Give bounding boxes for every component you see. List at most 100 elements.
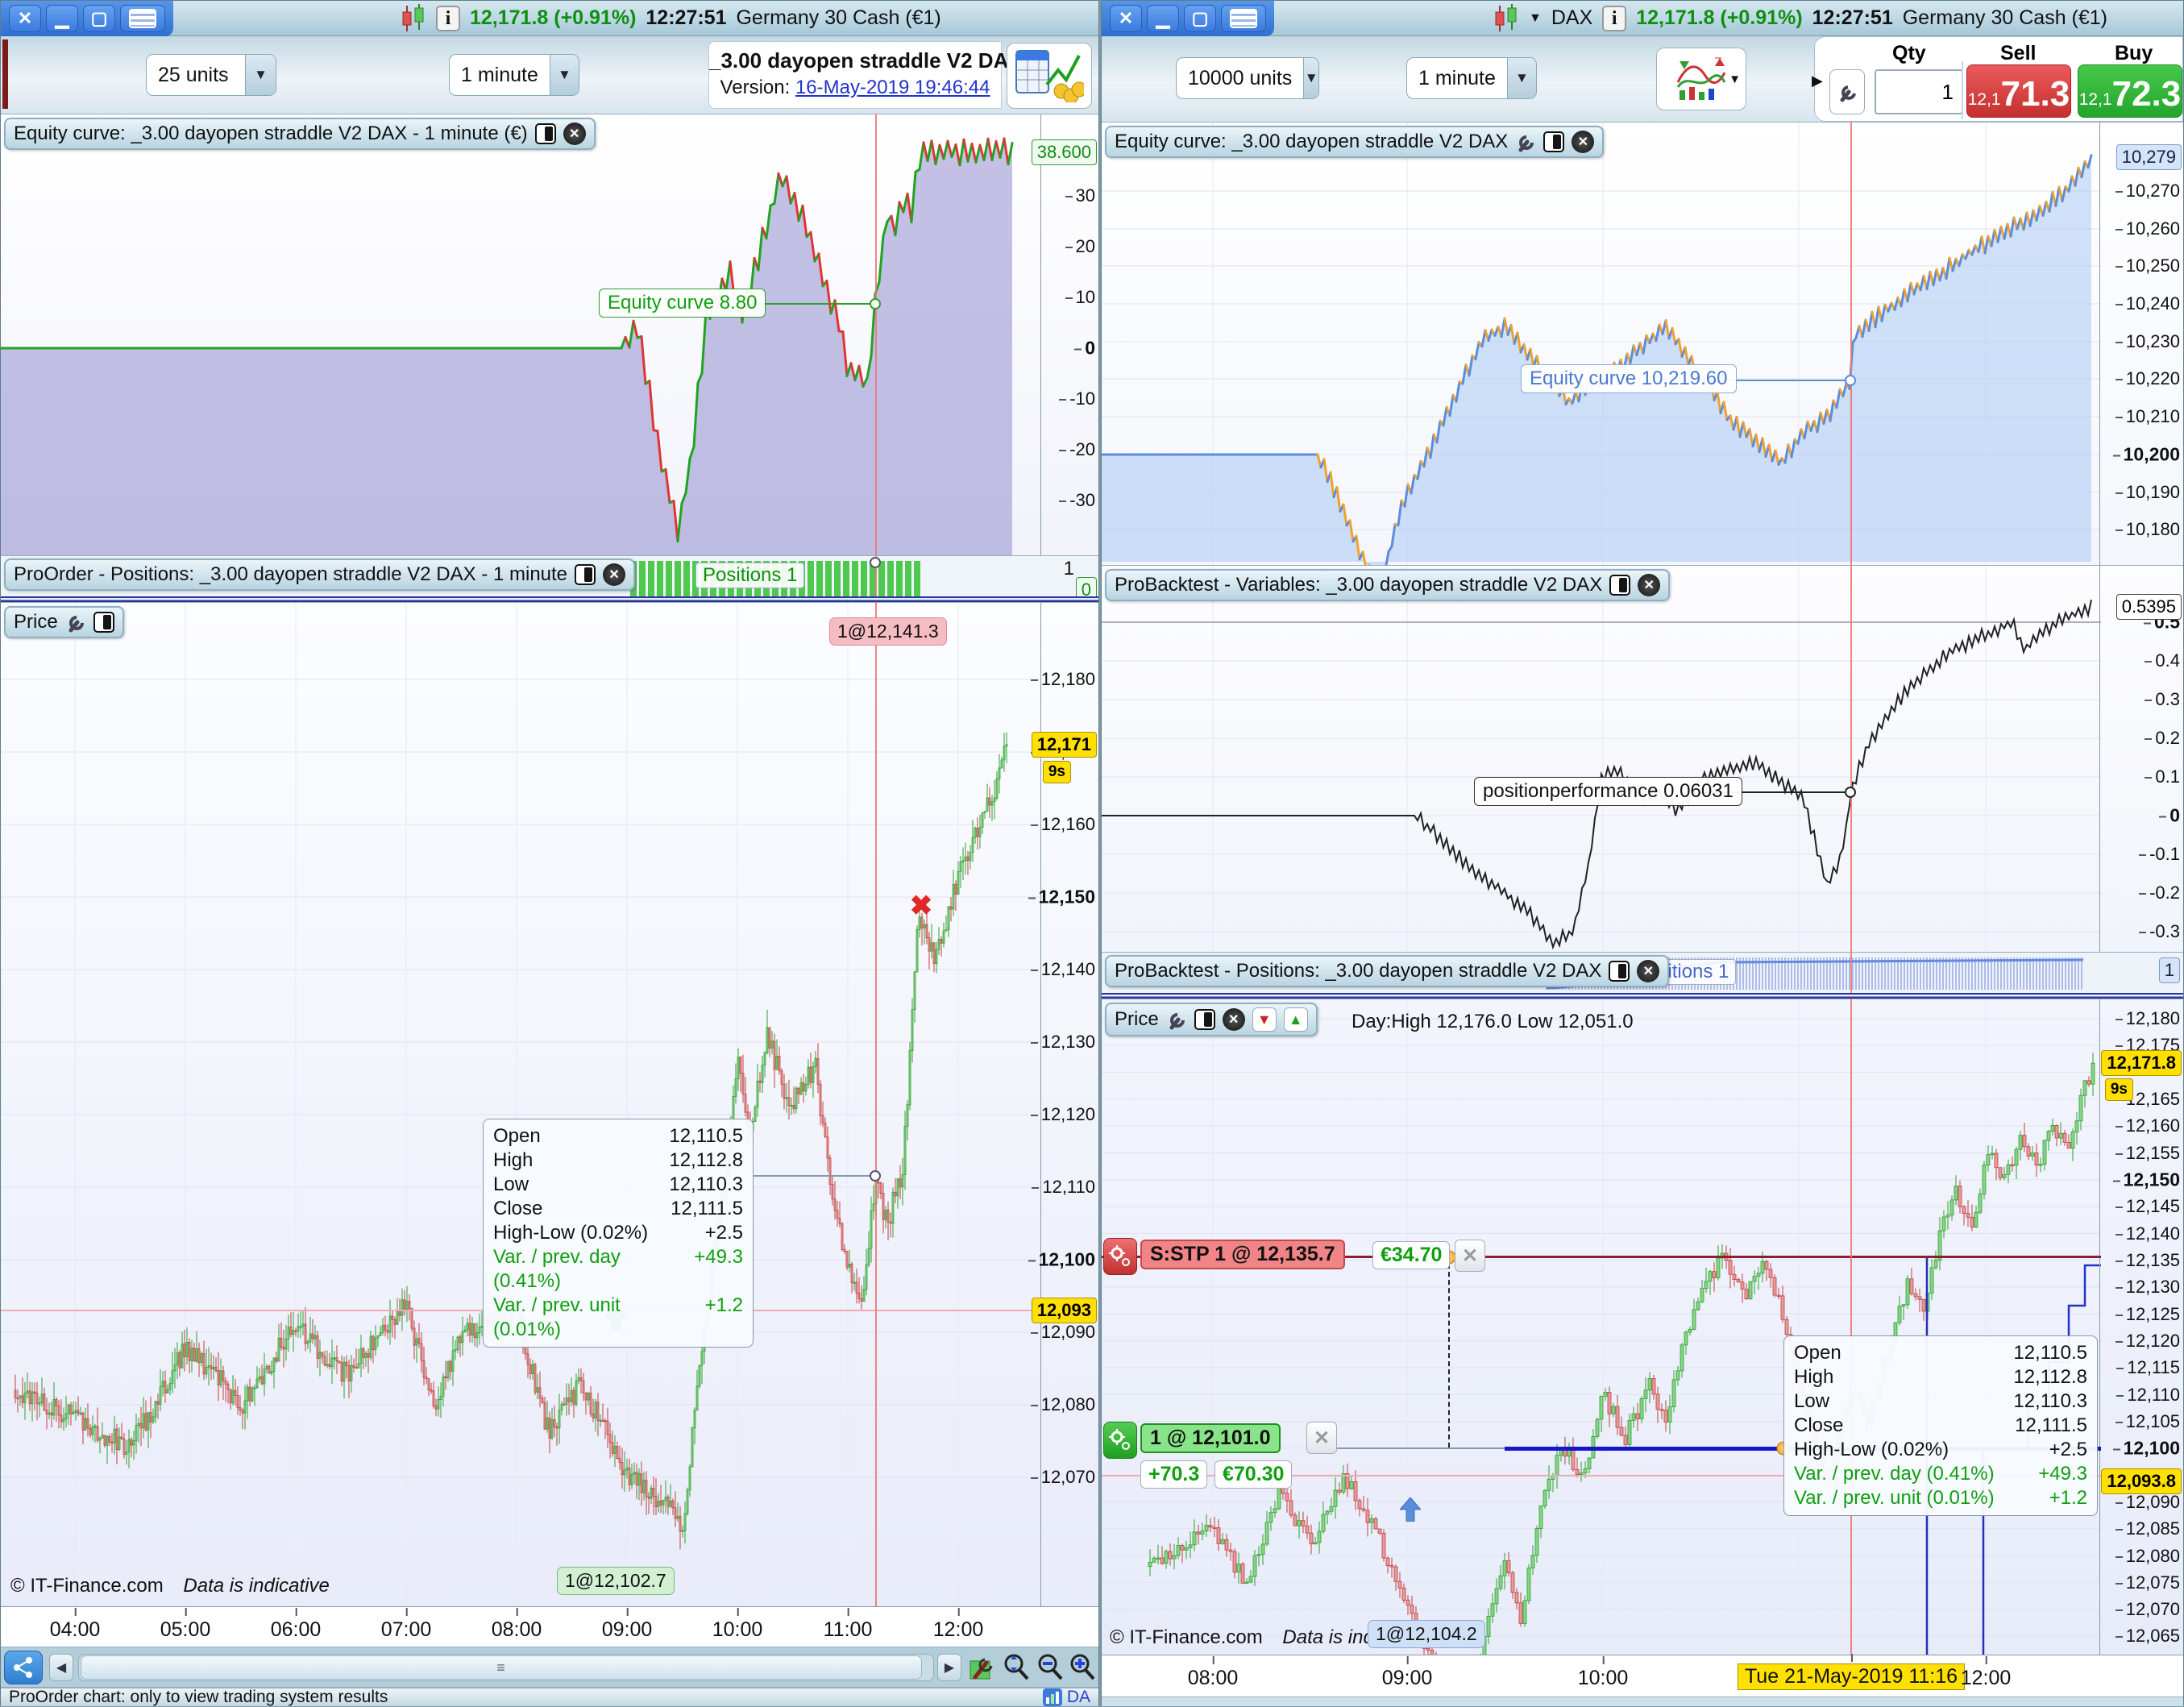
axis-tick: 12,150 bbox=[1028, 886, 1095, 907]
share-icon[interactable] bbox=[4, 1651, 43, 1684]
time-axis: 04:00 05:00 06:00 07:00 08:00 09:00 10:00 11:00… bbox=[1, 1606, 1098, 1647]
equity-curve-chart bbox=[1, 137, 1014, 555]
minimize-window-icon[interactable]: ▁ bbox=[1147, 4, 1179, 32]
zoom-fit-icon[interactable] bbox=[1000, 1652, 1032, 1683]
axis-tick: -0.1 bbox=[2139, 844, 2180, 864]
chart-settings-icon[interactable] bbox=[965, 1652, 997, 1683]
detach-window-icon[interactable] bbox=[93, 612, 114, 633]
open-position-label[interactable]: 1 @ 12,101.0 bbox=[1140, 1423, 1281, 1453]
scroll-right-arrow[interactable]: ▶ bbox=[937, 1654, 961, 1681]
timeframe-select[interactable]: 1 minute ▼ bbox=[449, 54, 579, 96]
crosshair-handle[interactable] bbox=[1845, 375, 1856, 386]
price-panel-header[interactable]: Price ✕ ▼ ▲ bbox=[1105, 1003, 1318, 1036]
tooltip-row: Var. / prev. unit (0.01%) +1.2 bbox=[1794, 1487, 2087, 1509]
chart-cursor-line[interactable] bbox=[1850, 122, 1852, 1655]
chevron-down-icon[interactable]: ▼ bbox=[1529, 10, 1542, 25]
time-tick: 04:00 bbox=[49, 1608, 101, 1641]
variables-panel-header[interactable]: ProBacktest - Variables: _3.00 dayopen s… bbox=[1105, 569, 1671, 601]
order-settings-button[interactable] bbox=[1829, 69, 1865, 114]
axis-tick: 10,230 bbox=[2115, 331, 2180, 351]
stop-order-line[interactable] bbox=[1102, 1256, 2101, 1258]
positions-panel-title: ProOrder - Positions: _3.00 dayopen stra… bbox=[14, 563, 568, 585]
chart-cursor-line[interactable] bbox=[875, 114, 877, 1606]
close-icon[interactable]: ✕ bbox=[563, 123, 586, 145]
detach-window-icon[interactable] bbox=[575, 564, 596, 585]
detach-window-icon[interactable] bbox=[534, 123, 556, 144]
units-select[interactable]: 25 units ▼ bbox=[146, 54, 276, 96]
trade-panel: ▶ Qty Sell 12,1 71.3 Buy 12,1 72.3 bbox=[1812, 36, 2183, 122]
equity-panel-header[interactable]: Equity curve: _3.00 dayopen straddle V2 … bbox=[4, 118, 596, 150]
close-icon[interactable]: ✕ bbox=[603, 563, 626, 586]
axis-tick: 10,240 bbox=[2115, 293, 2180, 314]
time-tick: 06:00 bbox=[270, 1608, 322, 1641]
units-select[interactable]: 10000 units ▼ bbox=[1176, 57, 1319, 99]
scroll-left-arrow[interactable]: ◀ bbox=[49, 1654, 73, 1681]
info-icon[interactable]: i bbox=[1602, 5, 1627, 31]
close-position-icon[interactable]: ✕ bbox=[1306, 1422, 1337, 1454]
detach-window-icon[interactable] bbox=[1609, 575, 1631, 596]
close-window-icon[interactable]: ✕ bbox=[1110, 4, 1142, 32]
drag-handle[interactable] bbox=[870, 557, 881, 568]
detach-window-icon[interactable] bbox=[1194, 1009, 1215, 1030]
buy-price-prefix: 12,1 bbox=[2078, 90, 2112, 109]
wrench-icon[interactable] bbox=[1166, 1009, 1187, 1030]
positions-panel-header[interactable]: ProBacktest - Positions: _3.00 dayopen s… bbox=[1105, 955, 1670, 987]
chevron-down-icon: ▼ bbox=[1506, 58, 1536, 98]
sell-button[interactable]: 12,1 71.3 bbox=[1966, 64, 2071, 118]
instrument-link[interactable]: DA bbox=[1042, 1688, 1090, 1707]
stop-strategy-gears-icon[interactable] bbox=[1103, 1238, 1137, 1275]
equity-panel-header[interactable]: Equity curve: _3.00 dayopen straddle V2 … bbox=[1105, 126, 1605, 158]
close-icon[interactable]: ✕ bbox=[1637, 960, 1660, 982]
minimize-window-icon[interactable]: ▁ bbox=[46, 4, 78, 32]
positions-axis-top: 1 bbox=[1063, 558, 1074, 579]
symbol-name[interactable]: DAX bbox=[1551, 6, 1593, 29]
equity-crosshair-tooltip: Equity curve 10,219.60 bbox=[1521, 364, 1737, 393]
close-icon[interactable]: ✕ bbox=[1638, 574, 1661, 596]
qty-input[interactable] bbox=[1875, 69, 1963, 114]
bottom-strip bbox=[1102, 1697, 2183, 1706]
crosshair-handle[interactable] bbox=[870, 298, 881, 309]
buy-order-icon[interactable]: ▲ bbox=[1283, 1007, 1308, 1032]
zoom-in-icon[interactable] bbox=[1066, 1652, 1098, 1683]
timeframe-select[interactable]: 1 minute ▼ bbox=[1406, 57, 1537, 99]
close-position-marker[interactable]: ✖ bbox=[909, 891, 933, 921]
sell-order-icon[interactable]: ▼ bbox=[1252, 1007, 1277, 1032]
equity-y-axis: 10,270 10,260 10,250 10,240 10,230 10,220 10,2… bbox=[2099, 123, 2183, 565]
crosshair-handle[interactable] bbox=[1845, 787, 1856, 798]
variables-chart bbox=[1102, 566, 2101, 952]
crosshair-handle[interactable] bbox=[870, 1170, 881, 1182]
close-icon[interactable]: ✕ bbox=[1222, 1008, 1245, 1031]
maximize-window-icon[interactable]: ▢ bbox=[83, 4, 115, 32]
maximize-window-icon[interactable]: ▢ bbox=[1184, 4, 1216, 32]
scrollbar-thumb[interactable]: ≡ bbox=[81, 1655, 922, 1680]
keyboard-icon[interactable] bbox=[120, 4, 165, 32]
time-tick: 05:00 bbox=[160, 1608, 211, 1641]
close-window-icon[interactable]: ✕ bbox=[9, 4, 41, 32]
detach-window-icon[interactable] bbox=[1543, 131, 1565, 152]
wrench-icon[interactable] bbox=[1515, 131, 1536, 152]
position-strategy-gears-icon[interactable] bbox=[1103, 1422, 1137, 1459]
price-alert-line[interactable] bbox=[1102, 1475, 2101, 1476]
zoom-out-icon[interactable] bbox=[1034, 1652, 1066, 1683]
current-price-label: 12,171 bbox=[1031, 732, 1097, 758]
backtest-report-icon[interactable] bbox=[1007, 43, 1092, 109]
stop-order-label[interactable]: S:STP 1 @ 12,135.7 bbox=[1140, 1240, 1345, 1269]
close-icon[interactable]: ✕ bbox=[1572, 131, 1595, 153]
stop-order-value: €34.70 bbox=[1372, 1241, 1451, 1269]
positions-panel-header[interactable]: ProOrder - Positions: _3.00 dayopen stra… bbox=[4, 559, 636, 591]
buy-button[interactable]: 12,1 72.3 bbox=[2078, 64, 2182, 118]
version-link[interactable]: 16-May-2019 19:46:44 bbox=[795, 77, 990, 98]
equity-panel-title: Equity curve: _3.00 dayopen straddle V2 … bbox=[1115, 131, 1509, 152]
keyboard-icon[interactable] bbox=[1221, 4, 1266, 32]
cancel-stop-icon[interactable]: ✕ bbox=[1455, 1240, 1485, 1272]
equity-curve-panel: 30 20 10 0 -10 -20 -30 38.600 Equity curve: _3… bbox=[1, 114, 1098, 555]
detach-window-icon[interactable] bbox=[1609, 961, 1630, 982]
price-panel-header[interactable]: Price bbox=[4, 606, 124, 638]
toolbar-accent bbox=[2, 39, 8, 109]
collapse-arrow-icon[interactable]: ▶ bbox=[1812, 73, 1823, 89]
chart-type-icon[interactable]: ▼ bbox=[1656, 48, 1746, 110]
axis-tick: 12,105 bbox=[2115, 1411, 2180, 1431]
scrollbar-track[interactable]: ≡ bbox=[78, 1654, 934, 1681]
info-icon[interactable]: i bbox=[436, 5, 460, 31]
wrench-icon[interactable] bbox=[65, 612, 86, 633]
